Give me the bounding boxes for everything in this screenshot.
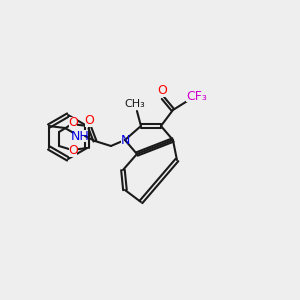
FancyBboxPatch shape [158, 85, 166, 97]
FancyBboxPatch shape [69, 117, 77, 129]
Text: O: O [68, 145, 78, 158]
FancyBboxPatch shape [125, 98, 144, 110]
FancyBboxPatch shape [73, 130, 87, 142]
Text: O: O [157, 85, 167, 98]
FancyBboxPatch shape [187, 90, 207, 102]
FancyBboxPatch shape [69, 145, 77, 157]
FancyBboxPatch shape [85, 115, 93, 127]
FancyBboxPatch shape [121, 134, 129, 146]
Text: CF₃: CF₃ [187, 89, 207, 103]
Text: CH₃: CH₃ [124, 99, 145, 109]
Text: NH: NH [70, 130, 89, 142]
Text: N: N [120, 134, 130, 146]
Text: O: O [68, 116, 78, 130]
Text: O: O [84, 115, 94, 128]
